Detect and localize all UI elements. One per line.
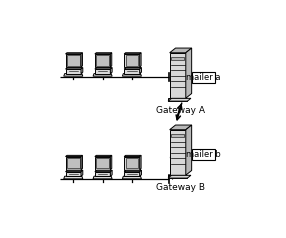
Polygon shape <box>65 68 83 69</box>
Polygon shape <box>95 54 110 67</box>
Polygon shape <box>186 125 192 175</box>
Polygon shape <box>65 157 81 170</box>
Text: Gateway B: Gateway B <box>156 183 205 192</box>
Polygon shape <box>96 55 109 66</box>
Polygon shape <box>95 69 110 74</box>
Polygon shape <box>170 125 192 130</box>
Polygon shape <box>95 172 110 176</box>
Polygon shape <box>65 170 83 172</box>
Polygon shape <box>140 53 141 67</box>
Polygon shape <box>67 158 80 168</box>
Polygon shape <box>96 158 109 168</box>
Polygon shape <box>124 170 142 172</box>
Polygon shape <box>95 68 112 69</box>
Polygon shape <box>65 69 81 74</box>
Polygon shape <box>124 157 140 170</box>
Polygon shape <box>124 69 140 74</box>
Polygon shape <box>65 54 81 67</box>
Polygon shape <box>64 176 83 179</box>
Polygon shape <box>81 53 82 67</box>
Text: mailer a: mailer a <box>186 73 221 82</box>
Text: mailer b: mailer b <box>186 150 221 159</box>
Polygon shape <box>124 68 142 69</box>
Polygon shape <box>168 98 191 101</box>
Polygon shape <box>124 53 141 54</box>
Text: Gateway A: Gateway A <box>156 106 205 115</box>
Polygon shape <box>126 158 138 168</box>
Polygon shape <box>168 98 187 101</box>
Polygon shape <box>67 55 80 66</box>
Polygon shape <box>81 170 83 176</box>
Polygon shape <box>64 74 83 76</box>
Polygon shape <box>168 175 187 178</box>
Polygon shape <box>124 155 141 157</box>
Polygon shape <box>168 175 191 178</box>
Polygon shape <box>170 130 186 175</box>
Polygon shape <box>140 155 141 170</box>
Polygon shape <box>110 68 112 74</box>
Polygon shape <box>65 172 81 176</box>
Polygon shape <box>186 48 192 98</box>
FancyBboxPatch shape <box>192 72 215 83</box>
Polygon shape <box>126 55 138 66</box>
Polygon shape <box>170 48 192 53</box>
FancyBboxPatch shape <box>192 149 215 160</box>
Polygon shape <box>110 155 112 170</box>
Polygon shape <box>140 170 142 176</box>
Polygon shape <box>122 74 142 76</box>
Polygon shape <box>124 172 140 176</box>
Polygon shape <box>93 176 112 179</box>
Polygon shape <box>95 157 110 170</box>
Polygon shape <box>140 68 142 74</box>
Polygon shape <box>95 170 112 172</box>
Polygon shape <box>81 155 82 170</box>
Polygon shape <box>171 57 184 60</box>
Polygon shape <box>65 155 82 157</box>
Polygon shape <box>81 68 83 74</box>
Polygon shape <box>110 170 112 176</box>
Polygon shape <box>170 53 186 98</box>
Polygon shape <box>122 176 142 179</box>
Polygon shape <box>124 54 140 67</box>
Polygon shape <box>95 53 112 54</box>
Polygon shape <box>171 134 184 137</box>
Polygon shape <box>65 53 82 54</box>
Polygon shape <box>93 74 112 76</box>
Polygon shape <box>110 53 112 67</box>
Polygon shape <box>95 155 112 157</box>
